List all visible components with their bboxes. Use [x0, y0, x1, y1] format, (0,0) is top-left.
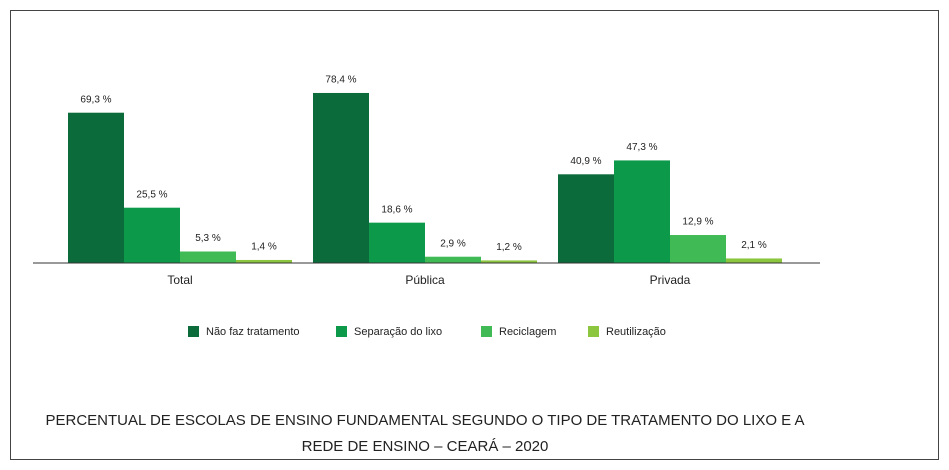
bar: [558, 174, 614, 263]
x-tick-label: Privada: [650, 273, 691, 287]
chart-title: REDE DE ENSINO – CEARÁ – 2020: [302, 438, 549, 455]
value-label: 5,3 %: [195, 233, 221, 244]
bar: [481, 260, 537, 263]
value-label: 2,1 %: [741, 240, 767, 251]
legend-label: Não faz tratamento: [206, 326, 300, 338]
bar: [369, 222, 425, 263]
legend-label: Reciclagem: [499, 326, 556, 338]
value-label: 69,3 %: [80, 94, 111, 105]
bar: [313, 92, 369, 263]
legend-swatch: [188, 326, 199, 337]
value-label: 2,9 %: [440, 238, 466, 249]
bar: [425, 256, 481, 263]
chart-title: PERCENTUAL DE ESCOLAS DE ENSINO FUNDAMEN…: [45, 412, 804, 429]
value-label: 40,9 %: [570, 156, 601, 167]
bar: [236, 259, 292, 263]
bar: [124, 207, 180, 263]
bar: [614, 160, 670, 263]
bar: [670, 235, 726, 263]
x-tick-label: Total: [167, 273, 192, 287]
value-label: 18,6 %: [381, 204, 412, 215]
frame: [10, 10, 939, 460]
bar: [180, 251, 236, 263]
value-label: 78,4 %: [325, 75, 356, 86]
value-label: 1,4 %: [251, 242, 277, 253]
legend-swatch: [588, 326, 599, 337]
legend-swatch: [336, 326, 347, 337]
value-label: 1,2 %: [496, 242, 522, 253]
legend-swatch: [481, 326, 492, 337]
x-tick-label: Pública: [405, 273, 445, 287]
value-label: 12,9 %: [682, 217, 713, 228]
bar: [726, 258, 782, 263]
value-label: 47,3 %: [626, 142, 657, 153]
bar: [68, 112, 124, 263]
legend-label: Separação do lixo: [354, 326, 442, 338]
legend-label: Reutilização: [606, 326, 666, 338]
value-label: 25,5 %: [136, 189, 167, 200]
